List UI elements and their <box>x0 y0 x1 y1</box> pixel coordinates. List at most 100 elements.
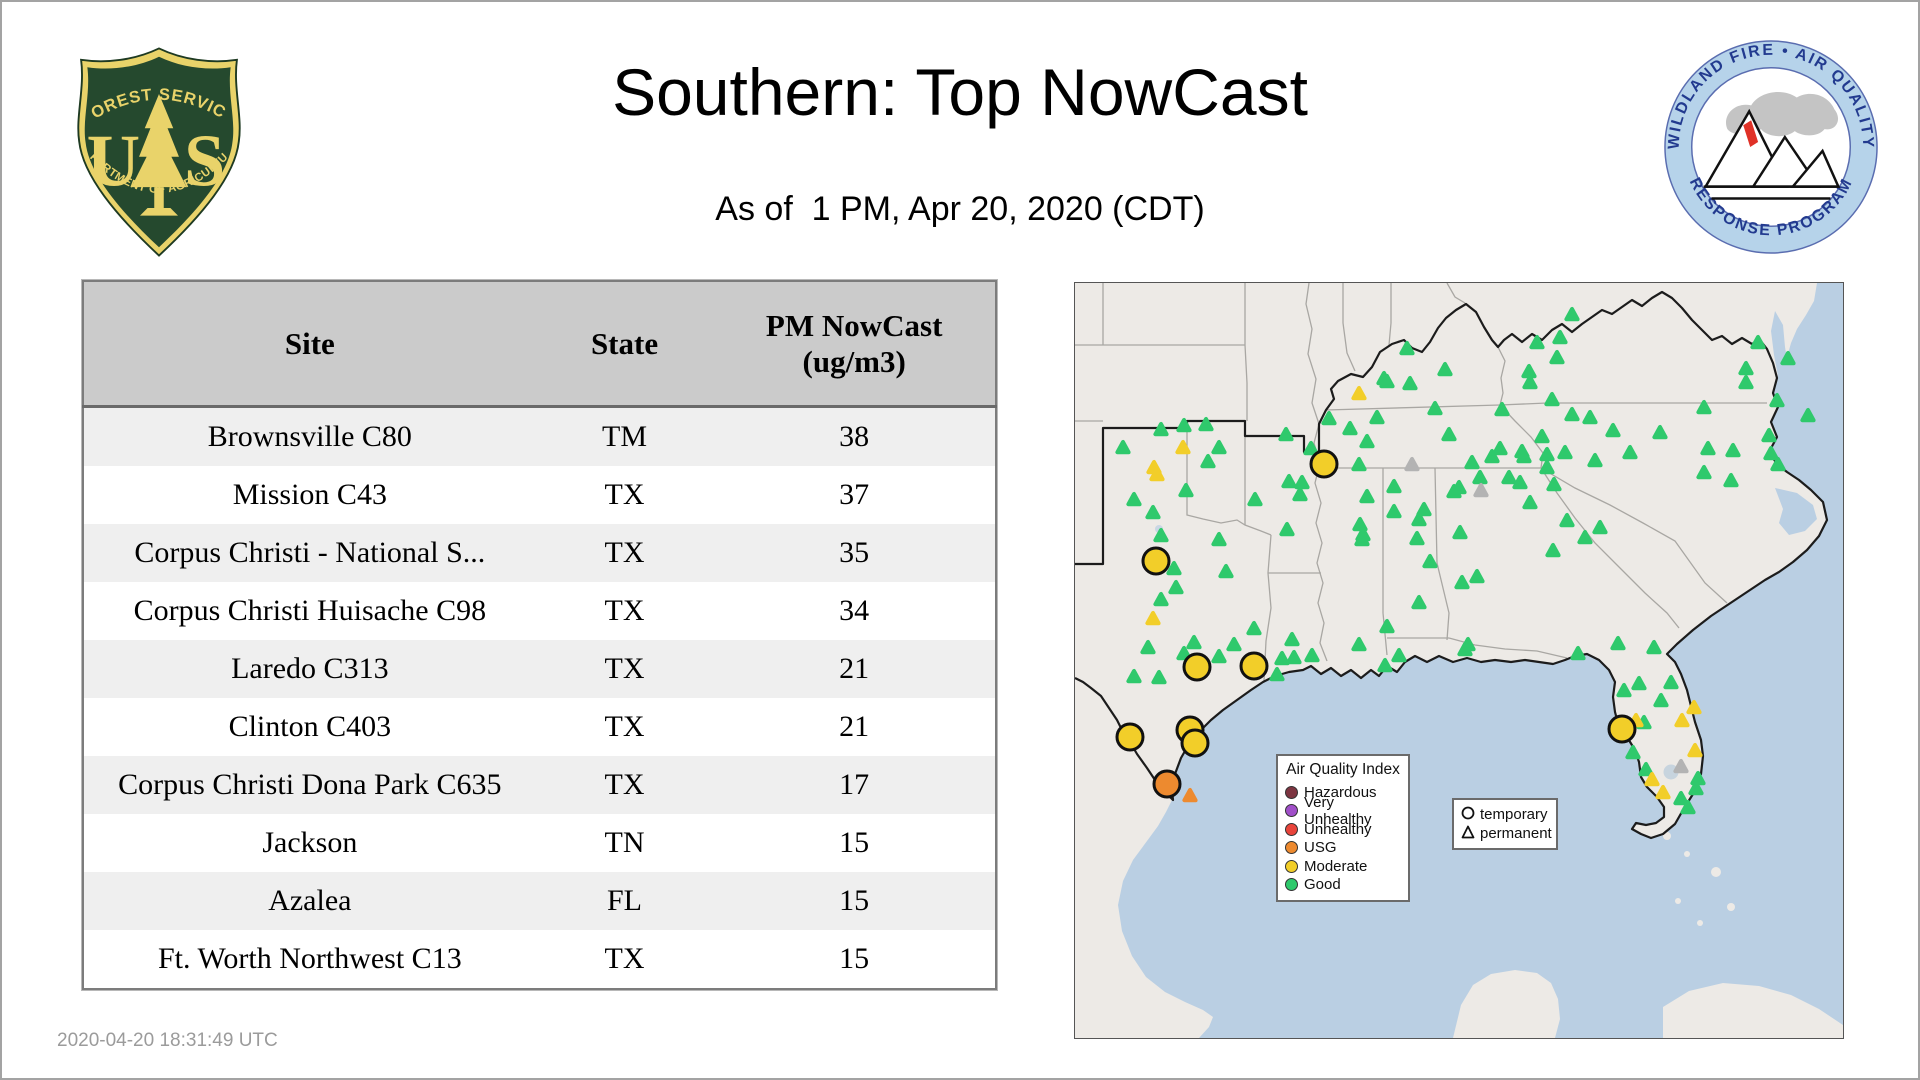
aqi-label: Very Unhealthy <box>1304 793 1372 828</box>
aqi-label: Good <box>1304 876 1341 894</box>
cell-value: 15 <box>713 814 996 872</box>
monitor-permanent <box>1696 400 1712 415</box>
monitor-permanent <box>1247 492 1263 507</box>
monitor-permanent <box>1451 480 1467 495</box>
table-row: Mission C43 TX 37 <box>83 466 996 524</box>
monitor-permanent <box>1278 427 1294 442</box>
monitor-permanent <box>1605 423 1621 438</box>
aqi-legend-item: Unhealthy <box>1285 820 1401 839</box>
monitor-permanent <box>1452 525 1468 540</box>
table-row: Clinton C403 TX 21 <box>83 698 996 756</box>
monitor-permanent <box>1738 375 1754 390</box>
monitor-permanent <box>1622 445 1638 460</box>
cell-value: 17 <box>713 756 996 814</box>
monitor-permanent <box>1441 427 1457 442</box>
monitor-permanent <box>1145 505 1161 520</box>
monitor-permanent <box>1151 670 1167 685</box>
monitor-permanent <box>1564 407 1580 422</box>
monitor-permanent <box>1351 386 1367 401</box>
monitor-permanent <box>1687 743 1703 758</box>
monitor-permanent <box>1761 428 1777 443</box>
aqi-swatch-very-unhealthy <box>1285 804 1298 818</box>
temporary-monitor-markers <box>1115 449 1637 799</box>
monitor-permanent <box>1226 637 1242 652</box>
monitor-permanent <box>1770 457 1786 472</box>
monitor-permanent <box>1559 513 1575 528</box>
monitor-permanent <box>1351 637 1367 652</box>
cell-site: Mission C43 <box>83 466 536 524</box>
forest-service-logo: FOREST SERVICE U S DEPARTMENT OF AGRICUL… <box>58 28 254 267</box>
wfaqrp-logo: WILDLAND FIRE • AIR QUALITY RESPONSE PRO… <box>1662 38 1880 261</box>
monitor-temporary <box>1239 651 1269 681</box>
monitor-permanent <box>1178 483 1194 498</box>
permanent-label: permanent <box>1480 825 1552 842</box>
monitor-permanent <box>1200 454 1216 469</box>
monitor-permanent <box>1460 637 1476 652</box>
page-title: Southern: Top NowCast <box>612 55 1308 129</box>
permanent-triangle-icon <box>1460 825 1475 843</box>
aqi-legend-items: Hazardous Very Unhealthy Unhealthy USG Moder… <box>1285 783 1401 894</box>
monitor-permanent <box>1616 683 1632 698</box>
aqi-legend-item: Very Unhealthy <box>1285 794 1401 828</box>
monitor-permanent <box>1352 517 1368 532</box>
monitor-permanent <box>1186 635 1202 650</box>
table-row: Jackson TN 15 <box>83 814 996 872</box>
monitor-permanent <box>1655 785 1671 800</box>
monitor-permanent <box>1484 449 1500 464</box>
monitor-permanent <box>1494 402 1510 417</box>
air-quality-map: Air Quality Index Hazardous Very Unhealth… <box>1074 282 1844 1039</box>
monitor-permanent <box>1577 530 1593 545</box>
generation-timestamp: 2020-04-20 18:31:49 UTC <box>57 1030 278 1051</box>
monitor-permanent <box>1149 467 1165 482</box>
monitor-permanent <box>1422 554 1438 569</box>
monitor-permanent <box>1469 569 1485 584</box>
monitor-permanent <box>1738 361 1754 376</box>
monitor-permanent <box>1153 528 1169 543</box>
cell-value: 21 <box>713 698 996 756</box>
cell-state: TX <box>535 582 714 640</box>
cell-site: Corpus Christi Dona Park C635 <box>83 756 536 814</box>
monitor-permanent <box>1587 453 1603 468</box>
cell-state: TN <box>535 814 714 872</box>
nowcast-table: Site State PM NowCast (ug/m3) Brownsvill… <box>82 280 997 990</box>
cell-value: 34 <box>713 582 996 640</box>
monitor-permanent <box>1686 700 1702 715</box>
monitor-permanent <box>1549 350 1565 365</box>
monitor-permanent <box>1281 474 1297 489</box>
monitor-permanent <box>1610 636 1626 651</box>
monitor-permanent <box>1522 375 1538 390</box>
pamlico-sound <box>1775 488 1817 535</box>
monitor-permanent <box>1514 444 1530 459</box>
monitor-temporary <box>1141 546 1171 576</box>
monitor-permanent <box>1674 713 1690 728</box>
aqi-legend-item: Moderate <box>1285 857 1401 876</box>
header-pm-nowcast: PM NowCast (ug/m3) <box>713 281 996 408</box>
wfaqrp-circle-icon: WILDLAND FIRE • AIR QUALITY RESPONSE PRO… <box>1664 40 1878 254</box>
monitor-permanent <box>1176 418 1192 433</box>
monitor-permanent <box>1379 619 1395 634</box>
monitor-permanent <box>1700 441 1716 456</box>
cell-state: TX <box>535 524 714 582</box>
monitor-permanent <box>1437 362 1453 377</box>
monitor-temporary <box>1152 769 1182 799</box>
monitor-permanent <box>1279 522 1295 537</box>
monitor-permanent <box>1386 479 1402 494</box>
monitor-permanent <box>1391 648 1407 663</box>
monitor-permanent <box>1552 330 1568 345</box>
monitor-permanent <box>1166 561 1182 576</box>
monitor-permanent <box>1644 772 1660 787</box>
table-row: Corpus Christi - National S... TX 35 <box>83 524 996 582</box>
monitor-temporary <box>1115 722 1145 752</box>
monitor-permanent <box>1539 447 1555 462</box>
monitor-permanent <box>1211 649 1227 664</box>
monitor-permanent <box>1638 762 1654 777</box>
monitor-permanent <box>1399 341 1415 356</box>
monitor-permanent <box>1534 429 1550 444</box>
aqi-label: USG <box>1304 839 1337 857</box>
aqi-legend-item: Hazardous <box>1285 783 1401 802</box>
monitor-permanent <box>1342 421 1358 436</box>
monitor-permanent <box>1557 445 1573 460</box>
table-row: Azalea FL 15 <box>83 872 996 930</box>
aqi-legend-item: Good <box>1285 876 1401 895</box>
